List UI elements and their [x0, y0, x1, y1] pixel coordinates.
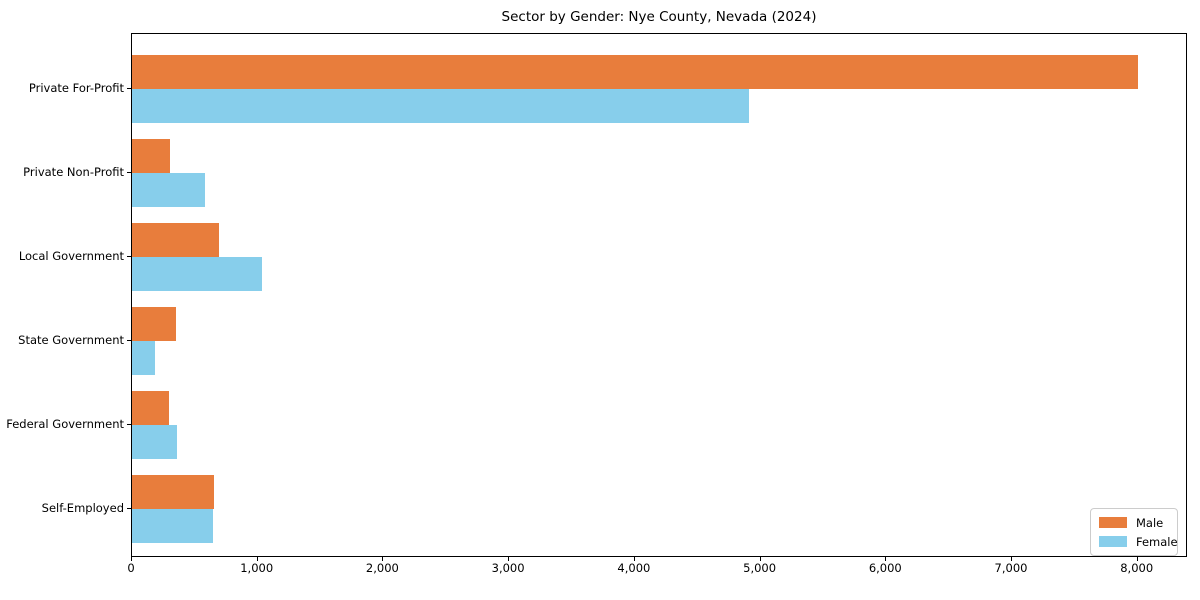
y-tick-label: Private For-Profit — [28, 81, 124, 95]
y-tick — [127, 508, 131, 509]
bar-female-1 — [132, 173, 205, 207]
bar-male-4 — [132, 391, 170, 425]
x-tick — [759, 557, 761, 561]
legend-label-female: Female — [1136, 534, 1178, 549]
x-tick — [1011, 557, 1012, 561]
bar-female-0 — [132, 89, 750, 123]
x-tick — [885, 557, 887, 561]
bar-male-3 — [132, 307, 176, 341]
chart-title: Sector by Gender: Nye County, Nevada (20… — [501, 9, 817, 25]
y-tick-label: State Government — [18, 333, 124, 347]
y-axis-labels: Private For-Profit Private Non-Profit Loca… — [0, 0, 124, 600]
x-tick — [508, 557, 510, 561]
legend-item-male: Male — [1099, 513, 1169, 532]
legend-item-female: Female — [1099, 532, 1178, 551]
x-tick-label: 4,000 — [617, 561, 651, 575]
bar-female-4 — [132, 425, 178, 459]
x-tick — [382, 557, 384, 561]
x-tick-label: 6,000 — [868, 561, 902, 575]
y-tick — [127, 424, 131, 425]
x-tick — [633, 557, 635, 561]
y-tick-label: Private Non-Profit — [23, 165, 124, 179]
y-tick-label: Self-Employed — [41, 501, 124, 515]
x-tick-label: 1,000 — [240, 561, 274, 575]
x-tick — [1136, 557, 1138, 561]
y-tick — [127, 256, 131, 257]
bar-male-0 — [132, 55, 1138, 89]
x-tick-label: 0 — [127, 561, 135, 575]
y-tick — [127, 172, 131, 173]
y-tick — [127, 88, 131, 89]
legend: Male Female — [1090, 508, 1178, 556]
bar-female-2 — [132, 257, 262, 291]
plot-area — [131, 33, 1187, 557]
legend-swatch-female — [1099, 536, 1127, 547]
bar-female-5 — [132, 509, 213, 543]
x-axis-labels: 0 1,000 2,000 3,000 4,000 5,000 6,000 7,000 8,00… — [0, 561, 1200, 579]
x-tick-label: 2,000 — [365, 561, 399, 575]
y-tick-label: Federal Government — [6, 417, 124, 431]
bar-male-5 — [132, 475, 215, 509]
bar-male-2 — [132, 223, 219, 257]
legend-swatch-male — [1099, 517, 1127, 528]
bar-female-3 — [132, 341, 156, 375]
x-tick-label: 8,000 — [1120, 561, 1154, 575]
y-tick — [127, 340, 131, 341]
bar-male-1 — [132, 139, 170, 173]
x-tick — [256, 557, 258, 561]
x-tick-label: 5,000 — [743, 561, 777, 575]
x-tick-label: 3,000 — [491, 561, 525, 575]
legend-label-male: Male — [1136, 515, 1164, 530]
x-tick-label: 7,000 — [994, 561, 1028, 575]
x-tick — [131, 557, 132, 561]
y-tick-label: Local Government — [18, 249, 124, 263]
